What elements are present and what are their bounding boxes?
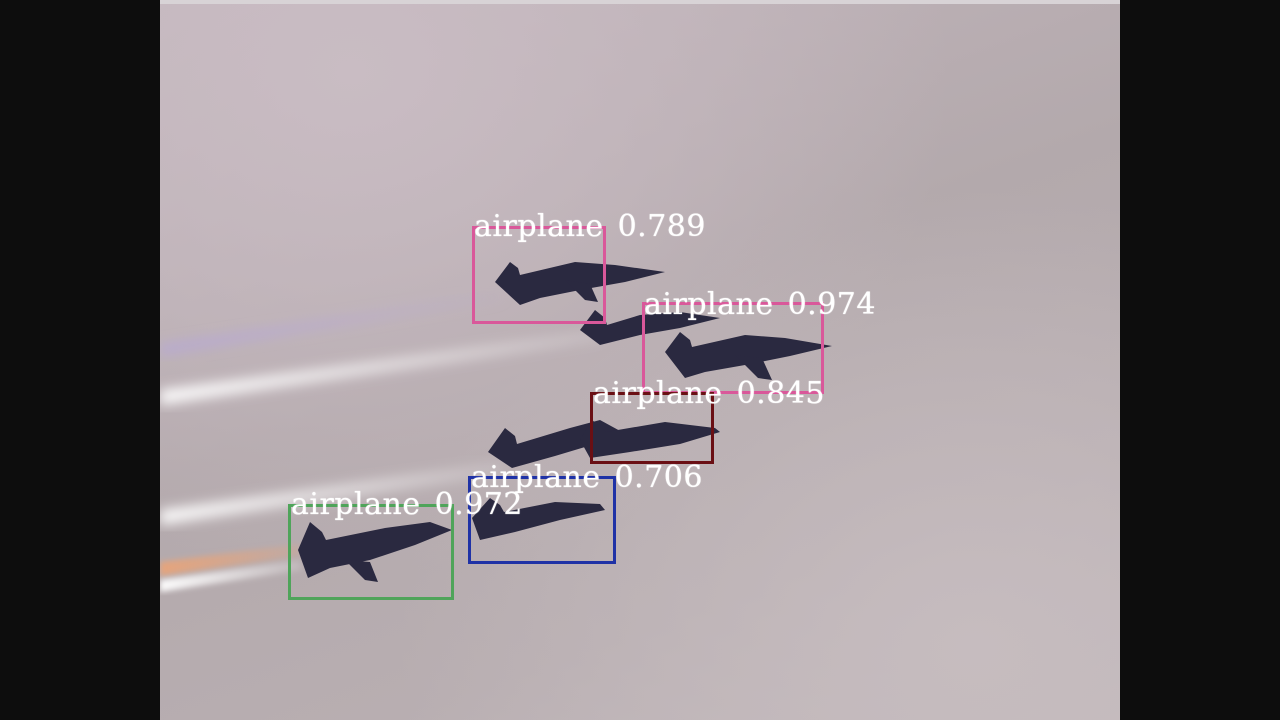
detection-box-1 — [472, 226, 606, 324]
detection-box-5 — [288, 504, 454, 600]
smoke-trails — [160, 292, 605, 592]
jet-formation — [298, 262, 832, 582]
detection-box-2 — [642, 302, 824, 394]
detection-label-3: airplane 0.845 — [593, 379, 825, 409]
video-frame: airplane 0.789 airplane 0.974 airplane 0.84… — [160, 0, 1120, 720]
detection-class-2: airplane — [644, 287, 774, 322]
detection-class-1: airplane — [474, 209, 604, 244]
detection-class-5: airplane — [291, 487, 421, 522]
detection-class-4: airplane — [471, 460, 601, 495]
detection-class-3: airplane — [593, 376, 723, 411]
jet-5 — [580, 420, 720, 458]
jet-2 — [580, 310, 720, 345]
jet-6 — [472, 498, 605, 540]
jet-1 — [495, 262, 665, 305]
detection-score-3: 0.845 — [736, 376, 825, 411]
detection-score-4: 0.706 — [614, 460, 703, 495]
detection-label-4: airplane 0.706 — [471, 463, 703, 493]
detection-label-2: airplane 0.974 — [644, 290, 876, 320]
detection-box-4 — [468, 476, 616, 564]
jet-3 — [665, 332, 832, 380]
sky-scene — [160, 262, 832, 592]
detection-score-2: 0.974 — [787, 287, 876, 322]
detection-box-3 — [590, 392, 714, 464]
detection-score-5: 0.972 — [434, 487, 523, 522]
detection-score-1: 0.789 — [617, 209, 706, 244]
detection-label-5: airplane 0.972 — [291, 490, 523, 520]
jet-7 — [298, 522, 452, 582]
detection-label-1: airplane 0.789 — [474, 212, 706, 242]
